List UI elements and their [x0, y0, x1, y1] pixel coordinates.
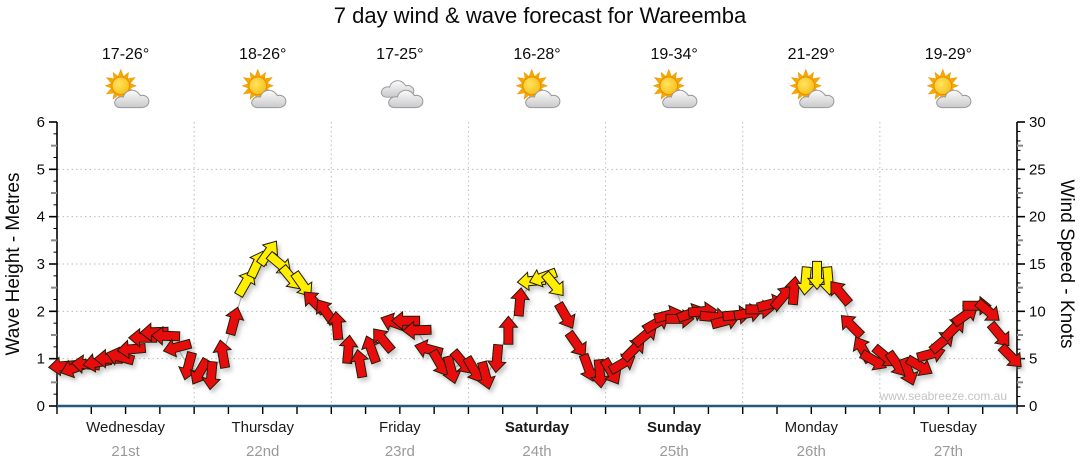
wind-arrow [349, 348, 370, 379]
chart-title: 7 day wind & wave forecast for Wareemba [333, 3, 747, 28]
wind-arrow [234, 270, 256, 298]
wind-arrow [486, 343, 507, 374]
day-name-label: Friday [379, 419, 421, 436]
day-temp-range: 18-26° [239, 46, 287, 63]
day-date-label: 23rd [384, 443, 415, 460]
wave-axis-tick-label: 4 [37, 209, 45, 226]
wave-axis-tick-label: 0 [37, 398, 45, 415]
day-date-label: 25th [659, 443, 689, 460]
wind-axis-tick-label: 15 [1029, 256, 1046, 273]
wind-arrow [554, 301, 576, 329]
wind-arrow [290, 270, 313, 297]
wind-arrow [510, 287, 531, 317]
wind-arrow [840, 315, 866, 340]
day-name-label: Saturday [504, 419, 570, 436]
wind-axis-tick-label: 5 [1029, 351, 1037, 368]
day-temp-range: 17-25° [376, 46, 424, 63]
day-name-label: Wednesday [86, 419, 166, 436]
wind-axis-tick-label: 0 [1029, 398, 1037, 415]
wind-axis-tick-label: 25 [1029, 161, 1046, 178]
wave-axis-tick-label: 6 [37, 114, 45, 131]
wind-arrow [360, 335, 381, 365]
wind-arrow [540, 270, 564, 297]
day-temp-range: 21-29° [787, 46, 835, 63]
wind-arrow [564, 329, 587, 357]
wind-arrow-series [47, 240, 1022, 391]
wind-arrow [255, 240, 279, 268]
wave-axis-tick-label: 1 [37, 351, 45, 368]
day-temp-range: 17-26° [101, 46, 150, 63]
wind-arrow [904, 354, 933, 377]
day-date-label: 27th [933, 443, 964, 460]
day-date-label: 21st [111, 443, 140, 460]
day-date-label: 26th [796, 443, 826, 460]
day-date-label: 22nd [246, 443, 280, 460]
day-name-label: Tuesday [919, 419, 977, 436]
watermark: www.seabreeze.com.au [879, 389, 1007, 403]
wind-arrow [974, 298, 1000, 321]
wind-arrow [338, 334, 359, 365]
wave-axis-tick-label: 3 [37, 256, 45, 273]
wind-arrow [326, 310, 347, 341]
wind-arrow [150, 325, 181, 346]
day-temp-range: 16-28° [513, 46, 561, 63]
day-temp-range: 19-34° [650, 46, 698, 63]
day-temp-range: 19-29° [924, 46, 973, 63]
wind-arrow [498, 315, 519, 345]
day-name-label: Monday [784, 419, 838, 436]
wind-arrow [201, 360, 222, 391]
wind-arrow [986, 320, 1010, 347]
axes: 0 1 2 3 4 5 6 0 5 10 15 20 25 30 [37, 114, 1046, 415]
wind-axis-tick-label: 30 [1029, 114, 1046, 131]
wind-arrow [830, 281, 854, 307]
wind-arrow [212, 339, 233, 370]
wave-axis-tick-label: 5 [37, 161, 45, 178]
wind-arrow [476, 360, 496, 390]
day-date-label: 24th [522, 443, 552, 460]
wind-axis-tick-label: 10 [1029, 303, 1046, 320]
wave-axis-tick-label: 2 [37, 303, 45, 320]
wind-arrow [225, 306, 245, 337]
wind-axis-tick-label: 20 [1029, 209, 1046, 226]
wind-arrow [162, 338, 193, 358]
wind-arrow [997, 343, 1022, 368]
day-name-label: Sunday [647, 419, 702, 436]
wind-arrow [373, 328, 396, 355]
wind-arrow [898, 356, 919, 386]
day-name-label: Thursday [231, 419, 294, 436]
wind-arrow [402, 320, 432, 341]
